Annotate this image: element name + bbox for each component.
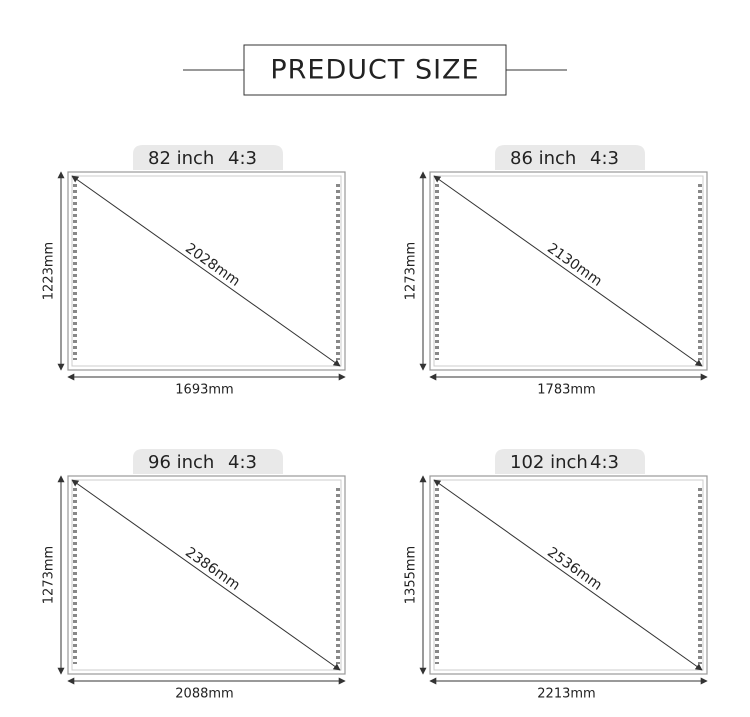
height-label: 1223mm	[42, 242, 57, 300]
ratio-label: 4:3	[590, 148, 619, 169]
width-label: 1783mm	[537, 383, 595, 398]
size-tab	[133, 449, 283, 474]
size-label: 102 inch	[510, 452, 588, 473]
size-label: 82 inch	[148, 148, 214, 169]
height-label: 1355mm	[404, 546, 419, 604]
diagonal-arrow	[71, 479, 341, 671]
ratio-label: 4:3	[228, 452, 257, 473]
title: PREDUCT SIZE	[270, 55, 479, 86]
diagonal-arrow	[433, 175, 703, 367]
size-tab	[133, 145, 283, 170]
size-tab	[495, 145, 645, 170]
width-label: 2088mm	[175, 687, 233, 702]
height-label: 1273mm	[404, 242, 419, 300]
size-tab	[495, 449, 645, 474]
height-label: 1273mm	[42, 546, 57, 604]
ratio-label: 4:3	[590, 452, 619, 473]
diagonal-arrow	[433, 479, 703, 671]
size-label: 86 inch	[510, 148, 576, 169]
diagonal-arrow	[71, 175, 341, 367]
width-label: 2213mm	[537, 687, 595, 702]
size-label: 96 inch	[148, 452, 214, 473]
ratio-label: 4:3	[228, 148, 257, 169]
width-label: 1693mm	[175, 383, 233, 398]
title-box	[243, 44, 507, 96]
